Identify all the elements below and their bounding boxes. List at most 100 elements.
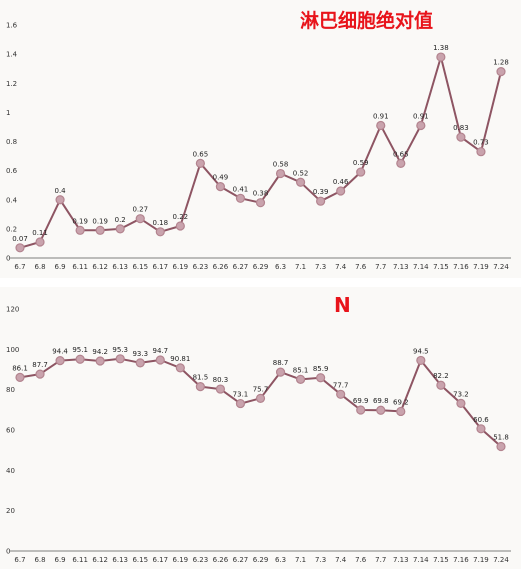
y-tick-label: 120 xyxy=(6,306,19,314)
lymphocyte-chart-panel: 淋巴细胞绝对值 0 0.2 0.4 0.6 0.8 1 1.2 1.4 1.6 6.7 6.8 6.9… xyxy=(0,0,521,278)
data-point xyxy=(295,374,306,384)
data-point xyxy=(396,406,406,417)
data-label: 0.91 xyxy=(413,112,429,120)
y-tick-label: 60 xyxy=(6,427,15,435)
data-point xyxy=(275,367,286,377)
data-point xyxy=(235,193,246,203)
data-label: 82.2 xyxy=(433,372,449,380)
x-tick-label: 7.3 xyxy=(315,556,326,564)
data-point xyxy=(75,354,85,364)
y-tick-label: 0.2 xyxy=(6,225,17,233)
data-label: 0.58 xyxy=(273,161,289,169)
x-tick-label: 6.3 xyxy=(275,556,286,564)
data-label: 0.22 xyxy=(173,213,189,221)
x-tick-label: 6.27 xyxy=(233,263,249,271)
data-label: 73.2 xyxy=(453,390,469,398)
neutrophil-chart: 0 20 40 60 80 100 120 6.7 6.8 6.9 6.11 6.12 6.13 6.15… xyxy=(6,306,511,564)
data-point xyxy=(376,120,386,131)
x-tick-label: 6.13 xyxy=(112,556,128,564)
x-tick-label: 6.12 xyxy=(92,263,108,271)
data-point xyxy=(235,398,246,409)
data-label: 94.4 xyxy=(52,348,68,356)
data-point xyxy=(436,380,446,390)
x-tick-label: 6.9 xyxy=(55,556,66,564)
data-point xyxy=(456,132,466,142)
data-point xyxy=(456,398,466,408)
data-point xyxy=(295,177,306,187)
x-tick-label: 6.15 xyxy=(132,556,148,564)
data-point xyxy=(95,356,105,366)
data-point xyxy=(215,182,226,192)
y-tick-label: 1.6 xyxy=(6,22,18,30)
data-label: 0.39 xyxy=(313,188,329,196)
data-label: 86.1 xyxy=(12,364,28,372)
chart-title: N xyxy=(334,293,351,317)
data-label: 77.7 xyxy=(333,381,349,389)
x-tick-label: 6.8 xyxy=(34,556,45,564)
data-label: 1.28 xyxy=(493,59,509,67)
data-label: 0.11 xyxy=(32,229,48,237)
data-point xyxy=(215,384,226,394)
x-tick-label: 6.11 xyxy=(72,263,88,271)
y-tick-label: 0.8 xyxy=(6,138,17,146)
data-label: 0.4 xyxy=(55,187,67,195)
data-label: 94.7 xyxy=(152,347,168,355)
x-tick-label: 6.15 xyxy=(132,263,148,271)
data-point xyxy=(476,424,486,434)
y-tick-label: 1.4 xyxy=(6,51,18,59)
x-tick-label: 7.13 xyxy=(393,263,409,271)
y-tick-label: 40 xyxy=(6,467,15,475)
data-label: 0.91 xyxy=(373,112,389,120)
data-label: 0.46 xyxy=(333,178,349,186)
x-tick-label: 7.7 xyxy=(375,263,386,271)
data-label: 94.5 xyxy=(413,347,429,355)
x-tick-label: 6.7 xyxy=(14,263,25,271)
x-tick-label: 6.11 xyxy=(72,556,88,564)
x-tick-label: 6.27 xyxy=(233,556,249,564)
data-point xyxy=(336,186,346,196)
data-point xyxy=(15,372,25,382)
x-tick-label: 7.4 xyxy=(335,263,347,271)
data-label: 88.7 xyxy=(273,359,289,367)
data-label: 81.5 xyxy=(193,374,209,382)
x-tick-label: 7.15 xyxy=(433,556,449,564)
y-tick-label: 100 xyxy=(6,346,19,354)
data-label: 69.8 xyxy=(373,397,389,405)
x-tick-label: 7.1 xyxy=(295,263,306,271)
data-point xyxy=(115,224,125,234)
x-tick-label: 7.16 xyxy=(453,556,469,564)
data-label: 94.2 xyxy=(92,348,108,356)
data-label: 0.41 xyxy=(233,185,249,193)
data-label: 0.83 xyxy=(453,124,469,132)
y-tick-label: 0.4 xyxy=(6,196,18,204)
data-label: 0.19 xyxy=(72,217,88,225)
x-tick-label: 7.16 xyxy=(453,263,469,271)
data-label: 0.18 xyxy=(152,219,168,227)
x-tick-label: 6.19 xyxy=(173,263,189,271)
data-point xyxy=(356,405,366,415)
y-tick-label: 80 xyxy=(6,386,15,394)
data-point xyxy=(376,405,386,415)
data-label: 60.6 xyxy=(473,416,489,424)
data-point xyxy=(336,389,346,399)
data-label: 90.81 xyxy=(170,355,190,363)
x-tick-label: 6.12 xyxy=(92,556,108,564)
data-point xyxy=(195,158,205,168)
data-point xyxy=(35,237,45,247)
data-label: 0.19 xyxy=(92,217,108,225)
x-tick-label: 7.7 xyxy=(375,556,386,564)
data-point xyxy=(496,66,506,77)
data-point xyxy=(416,355,426,366)
y-tick-label: 0 xyxy=(6,548,10,556)
data-label: 0.52 xyxy=(293,169,309,177)
data-point xyxy=(356,167,366,177)
data-point xyxy=(155,355,165,365)
x-tick-label: 7.6 xyxy=(355,556,367,564)
data-label: 69.9 xyxy=(353,397,369,405)
neutrophil-chart-panel: N 0 20 40 60 80 100 120 6.7 6.8 6.9 6.11 6.12 6.13 6.… xyxy=(0,287,521,569)
data-point xyxy=(95,225,105,235)
x-tick-label: 7.3 xyxy=(315,263,326,271)
x-tick-label: 6.19 xyxy=(173,556,189,564)
x-tick-label: 7.1 xyxy=(295,556,306,564)
data-label: 0.2 xyxy=(115,216,126,224)
